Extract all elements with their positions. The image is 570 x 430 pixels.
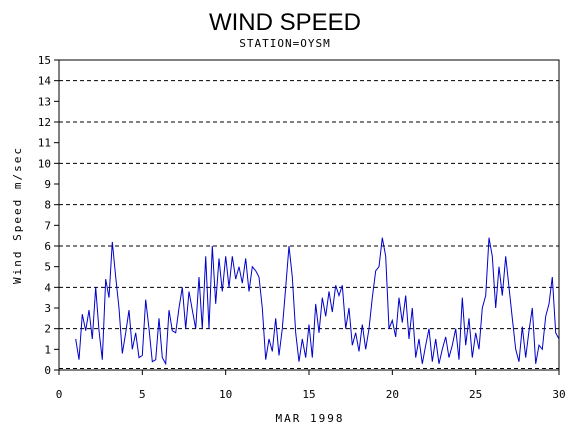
x-tick-label: 25 <box>469 388 482 401</box>
y-tick-label: 3 <box>44 302 51 315</box>
y-tick-label: 4 <box>44 281 51 294</box>
y-tick-label: 8 <box>44 199 51 212</box>
y-tick-label: 2 <box>44 323 51 336</box>
y-tick-label: 11 <box>38 137 51 150</box>
y-tick-label: 9 <box>44 178 51 191</box>
y-tick-label: 7 <box>44 219 51 232</box>
y-tick-label: 5 <box>44 261 51 274</box>
x-tick-label: 10 <box>219 388 232 401</box>
y-axis-label: Wind Speed m/sec <box>11 146 24 284</box>
x-axis: 0 5 10 15 20 25 30 <box>56 370 566 401</box>
wind-speed-line <box>75 237 560 366</box>
x-tick-label: 20 <box>386 388 399 401</box>
y-tick-label: 14 <box>38 75 52 88</box>
y-tick-label: 10 <box>38 157 51 170</box>
y-tick-label: 0 <box>44 364 51 377</box>
x-tick-label: 15 <box>302 388 315 401</box>
plot-frame <box>58 59 560 371</box>
chart-subtitle: STATION=OYSM <box>239 37 330 50</box>
y-tick-label: 12 <box>38 116 51 129</box>
chart-title: WIND SPEED <box>209 9 361 36</box>
x-tick-label: 0 <box>56 388 63 401</box>
y-tick-label: 13 <box>38 95 51 108</box>
y-tick-label: 15 <box>38 54 51 67</box>
y-tick-label: 6 <box>44 240 51 253</box>
x-tick-label: 5 <box>139 388 146 401</box>
y-tick-label: 1 <box>44 343 51 356</box>
x-tick-label: 30 <box>552 388 565 401</box>
x-axis-label: MAR 1998 <box>276 412 345 425</box>
grid-lines <box>59 80 559 369</box>
